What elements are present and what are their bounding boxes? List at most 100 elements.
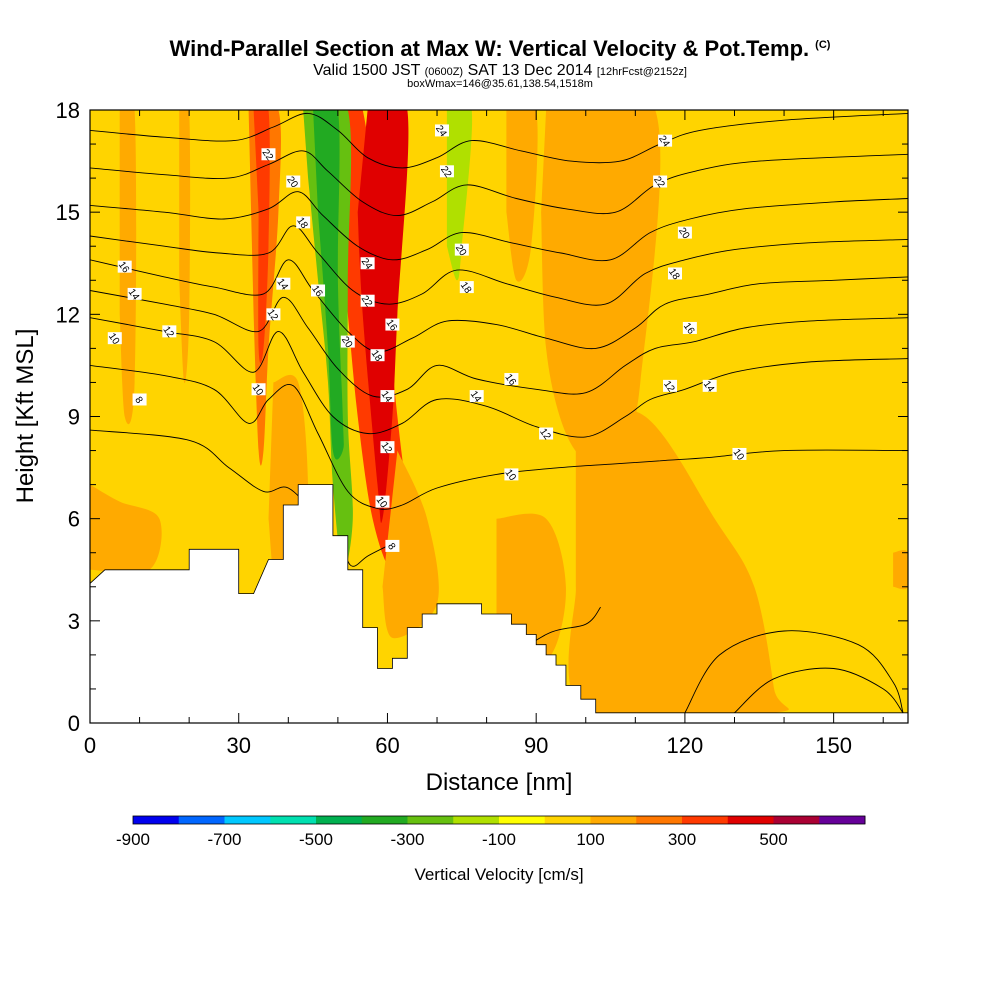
colorbar-swatch (819, 816, 866, 824)
colorbar-swatch (453, 816, 500, 824)
contour-label-bg (658, 134, 673, 147)
velocity-region (541, 110, 661, 469)
colorbar-swatch (178, 816, 225, 824)
colorbar-swatch (636, 816, 683, 824)
contour-label-bg (117, 260, 132, 273)
velocity-region (313, 110, 344, 460)
colorbar-tick-label: 100 (576, 830, 604, 849)
colorbar-swatch (499, 816, 546, 824)
colorbar-tick-label: -100 (482, 830, 516, 849)
contour-label-bg (261, 148, 276, 161)
contour-label-bg (127, 287, 142, 300)
x-tick-label: 120 (667, 733, 704, 758)
contour-label-bg (459, 281, 474, 294)
velocity-fill-layer (90, 110, 908, 723)
x-axis-title: Distance [nm] (426, 769, 573, 796)
contour-label-bg (682, 321, 697, 334)
contour-label-bg (454, 243, 469, 256)
theta-contour (734, 667, 904, 714)
colorbar-tick-label: -900 (116, 830, 150, 849)
colorbar-swatch (224, 816, 271, 824)
contour-label-bg (276, 277, 291, 290)
contour-label-bg (702, 379, 717, 392)
colorbar-swatch (133, 816, 180, 824)
colorbar-tick-label: 300 (668, 830, 696, 849)
contour-label-bg (251, 383, 266, 396)
velocity-region (179, 110, 191, 384)
contour-label-bg (653, 175, 668, 188)
contour-label-bg (107, 332, 122, 345)
chart-title: Wind-Parallel Section at Max W: Vertical… (169, 36, 831, 61)
contour-label: 8 (385, 541, 397, 552)
velocity-region (893, 550, 908, 590)
contour-label-bg (370, 349, 385, 362)
y-tick-label: 3 (68, 609, 80, 634)
contour-label-bg (385, 539, 400, 552)
velocity-region (119, 110, 137, 425)
x-tick-label: 30 (226, 733, 250, 758)
colorbar-tick-label: -700 (207, 830, 241, 849)
theta-contour (90, 290, 908, 398)
theta-contour (684, 630, 904, 714)
colorbar-swatch (590, 816, 637, 824)
contour-label-bg (439, 165, 454, 178)
contour-label-bg (380, 441, 395, 454)
contour-label-bg (340, 335, 355, 348)
contour-label-bg (434, 124, 449, 137)
y-tick-label: 0 (68, 711, 80, 736)
contour-label-bg (132, 393, 147, 406)
y-tick-label: 9 (68, 405, 80, 430)
contour-label-bg (311, 284, 326, 297)
copyright-mark: (C) (815, 38, 831, 51)
y-tick-label: 15 (56, 200, 80, 225)
theta-contour (90, 112, 908, 169)
colorbar-tick-label: 500 (759, 830, 787, 849)
theta-contour (90, 317, 908, 438)
velocity-region (357, 110, 409, 523)
contour-label-bg (296, 216, 311, 229)
theta-contour (90, 225, 908, 306)
y-axis-title: Height [Kft MSL] (12, 329, 39, 504)
contour-label: 8 (132, 395, 144, 406)
chart-subtitle-2: boxWmax=146@35.61,138.54,1518m (407, 78, 593, 90)
velocity-region (382, 450, 439, 639)
colorbar: -900 -700 -500 -300 -100 100 300 500 (116, 815, 866, 849)
terrain-layer (90, 484, 908, 723)
axes-layer: 0 30 60 90 120 150 0 3 6 9 12 15 18 (56, 98, 908, 758)
colorbar-tick-label: -500 (299, 830, 333, 849)
x-tick-label: 90 (524, 733, 548, 758)
contour-label-bg (380, 390, 395, 403)
colorbar-frame (132, 815, 866, 825)
theta-contour (90, 259, 908, 353)
theta-contour (90, 364, 908, 510)
colorbar-swatch (682, 816, 729, 824)
colorbar-title: Vertical Velocity [cm/s] (414, 865, 583, 884)
colorbar-tick-label: -300 (390, 830, 424, 849)
contour-label-bg (385, 318, 400, 331)
contour-label-bg (266, 308, 281, 321)
velocity-region (446, 110, 473, 281)
theta-contour (90, 150, 908, 217)
contour-label-bg (663, 379, 678, 392)
contour-label-bg (286, 175, 301, 188)
velocity-region (90, 484, 162, 574)
contour-label-bg (667, 267, 682, 280)
velocity-region (568, 408, 789, 723)
terrain-mask (90, 484, 908, 723)
theta-contour (90, 191, 908, 262)
contour-label-bg (504, 373, 519, 386)
velocity-region (253, 110, 270, 364)
theta-contour (90, 429, 388, 567)
x-tick-label: 60 (375, 733, 399, 758)
contour-label-bg (539, 427, 554, 440)
contour-label-bg (469, 390, 484, 403)
chart-subtitle: Valid 1500 JST (0600Z) SAT 13 Dec 2014 [… (313, 62, 687, 79)
contour-label-bg (360, 294, 375, 307)
theta-contour-layer (90, 112, 908, 714)
x-tick-label: 150 (815, 733, 852, 758)
contour-label-bg (732, 447, 747, 460)
y-tick-label: 18 (56, 98, 80, 123)
contour-label-bg (375, 495, 390, 508)
